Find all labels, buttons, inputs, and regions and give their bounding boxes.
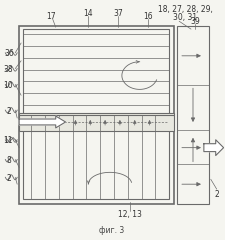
Text: 38: 38 — [4, 65, 13, 74]
Text: 30, 31: 30, 31 — [173, 13, 197, 22]
Bar — [23, 115, 169, 199]
Bar — [23, 29, 169, 115]
Text: 36: 36 — [4, 49, 14, 58]
Bar — [177, 26, 209, 204]
Bar — [19, 113, 174, 131]
Text: 39: 39 — [190, 17, 200, 26]
Text: 18, 27, 28, 29,: 18, 27, 28, 29, — [158, 5, 213, 14]
Text: 37: 37 — [113, 9, 123, 18]
Text: 11: 11 — [4, 136, 13, 145]
Text: 14: 14 — [83, 9, 93, 18]
Text: фиг. 3: фиг. 3 — [99, 226, 125, 235]
Text: 2: 2 — [7, 174, 12, 183]
Polygon shape — [204, 140, 224, 156]
Bar — [19, 26, 174, 204]
Polygon shape — [19, 116, 65, 128]
Text: 2: 2 — [214, 190, 219, 198]
Text: 16: 16 — [143, 12, 152, 21]
Text: 17: 17 — [46, 12, 56, 21]
Text: 2: 2 — [7, 107, 12, 116]
Text: 12, 13: 12, 13 — [118, 210, 142, 219]
Text: 8: 8 — [7, 156, 12, 165]
Text: 10: 10 — [4, 81, 13, 90]
